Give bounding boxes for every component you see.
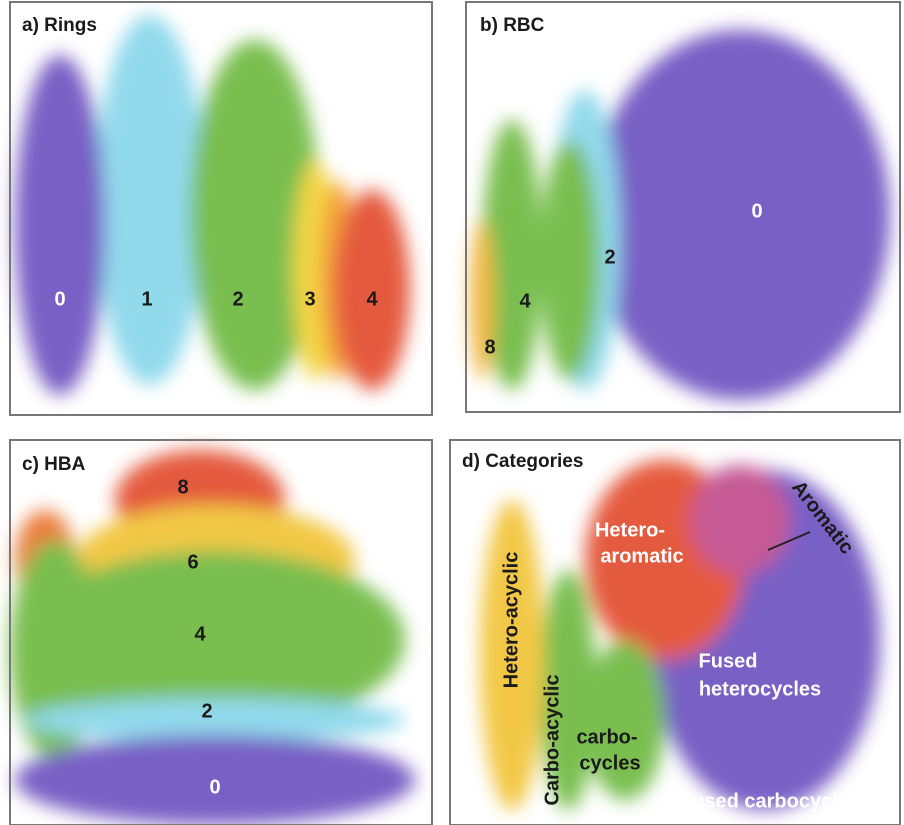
region-label: 4 [194, 623, 206, 645]
panel-frame [9, 1, 433, 416]
region-label: Carbo-acyclic [541, 674, 563, 805]
region-label: 2 [201, 700, 212, 722]
region-label: 8 [177, 476, 188, 498]
panel-frame [449, 439, 901, 825]
panel-title: d) Categories [462, 451, 583, 472]
panel-a: a) Rings 0 1 2 3 4 [9, 1, 433, 416]
panel-b: b) RBC 0 2 4 8 [465, 1, 901, 413]
region-label: Hetero- [595, 519, 665, 541]
panel-frame [9, 439, 433, 825]
region-label: 4 [519, 290, 531, 312]
region-label: 3 [304, 288, 315, 310]
pointer-line [767, 531, 811, 551]
region-label: heterocycles [699, 678, 821, 700]
panel-title: a) Rings [22, 15, 97, 36]
region-label: 2 [604, 246, 615, 268]
region-label: cycles [579, 752, 640, 774]
region-label: 0 [54, 288, 65, 310]
region-label: 1 [141, 288, 152, 310]
panel-title: b) RBC [480, 15, 545, 36]
region-label: Hetero-acyclic [500, 552, 522, 689]
region-label: 2 [232, 288, 243, 310]
region-label: Fused [699, 650, 758, 672]
region-label: 8 [484, 336, 495, 358]
region-label: 6 [187, 551, 198, 573]
region-label: 0 [751, 200, 762, 222]
region-label: aromatic [600, 545, 683, 567]
panel-title: c) HBA [22, 454, 86, 475]
region-label: 0 [209, 776, 220, 798]
panel-c: c) HBA 8 6 4 2 0 [9, 439, 433, 825]
region-label: Fused carbocycles [680, 790, 860, 812]
region-label: 4 [366, 288, 378, 310]
region-label: carbo- [576, 726, 637, 748]
panel-frame [465, 1, 901, 413]
panel-d: d) Categories Hetero-acyclic Carbo-acycl… [449, 439, 901, 825]
